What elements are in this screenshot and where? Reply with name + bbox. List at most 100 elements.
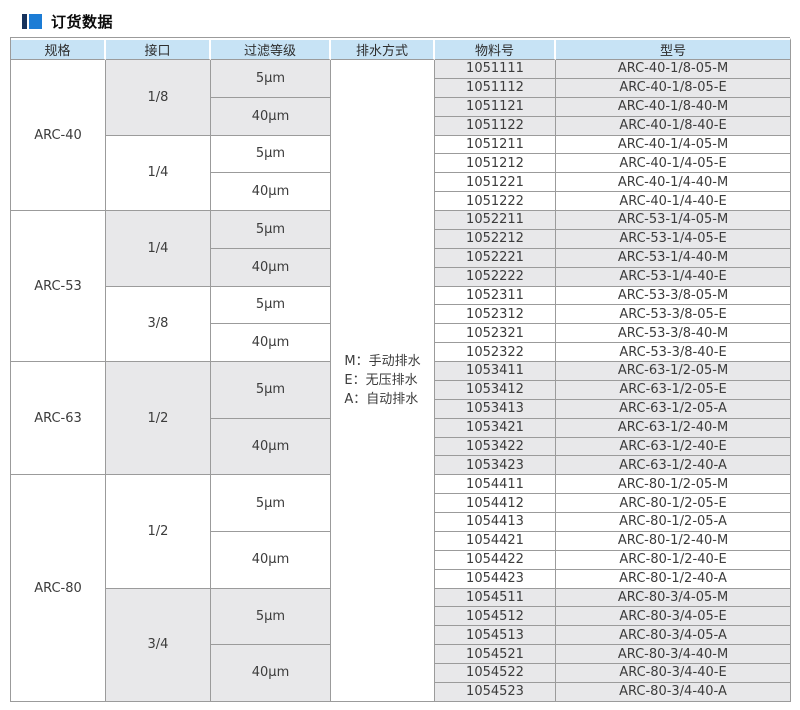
material-no-cell: 1051112 bbox=[435, 78, 556, 98]
model-no-cell: ARC-53-3/8-05-E bbox=[556, 305, 791, 325]
material-no-cell: 1053422 bbox=[435, 437, 556, 457]
model-no-cell: ARC-40-1/4-05-E bbox=[556, 154, 791, 174]
filter-grade-cell: 40μm bbox=[211, 173, 331, 211]
table-row: 1/4 5μm 1051211 ARC-40-1/4-05-M bbox=[11, 135, 791, 211]
table-row: ARC-53 1/4 5μm 1052211 ARC-53-1/4-05-M bbox=[11, 211, 791, 362]
model-no-cell: ARC-40-1/4-40-E bbox=[556, 192, 791, 211]
table-row: 1052322 ARC-53-3/8-40-E bbox=[11, 343, 791, 362]
filter-grade-cell: 5μm bbox=[211, 475, 331, 532]
model-no-cell: ARC-40-1/8-40-E bbox=[556, 116, 791, 136]
table-row: 1054413 ARC-80-1/2-05-A bbox=[11, 513, 791, 532]
model-no-cell: ARC-40-1/4-40-M bbox=[556, 173, 791, 193]
spec-cell: ARC-40 bbox=[11, 60, 106, 211]
table-row: 1054412 ARC-80-1/2-05-E bbox=[11, 494, 791, 513]
model-no-cell: ARC-53-1/4-05-E bbox=[556, 229, 791, 249]
material-no-cell: 1052321 bbox=[435, 324, 556, 344]
table-row: 1054512 ARC-80-3/4-05-E bbox=[11, 607, 791, 627]
material-no-cell: 1054522 bbox=[435, 664, 556, 683]
table-row: 40μm 1054421 ARC-80-1/2-40-M bbox=[11, 531, 791, 589]
filter-grade-cell: 5μm bbox=[211, 362, 331, 419]
model-no-cell: ARC-80-3/4-40-M bbox=[556, 645, 791, 664]
table-row: ARC-40 1/8 5μm M：手动排水 E：无压排水 A：自动排水 1051111 ARC… bbox=[11, 60, 791, 702]
model-no-cell: ARC-40-1/8-05-E bbox=[556, 78, 791, 98]
material-no-cell: 1053412 bbox=[435, 380, 556, 400]
table-header-row: 规格 接口 过滤等级 排水方式 物料号 型号 bbox=[11, 38, 791, 60]
model-no-cell: ARC-80-1/2-05-E bbox=[556, 494, 791, 513]
model-no-cell: ARC-80-1/2-40-E bbox=[556, 550, 791, 570]
filter-grade-cell: 40μm bbox=[211, 418, 331, 476]
material-no-cell: 1053423 bbox=[435, 456, 556, 476]
filter-grade-cell: 5μm bbox=[211, 286, 331, 325]
table-row: 1052222 ARC-53-1/4-40-E bbox=[11, 267, 791, 287]
table-row: 1051222 ARC-40-1/4-40-E bbox=[11, 192, 791, 211]
material-no-cell: 1052211 bbox=[435, 211, 556, 230]
table-row: ARC-63 1/2 5μm 1053411 ARC-63-1/2-05-M bbox=[11, 362, 791, 476]
material-no-cell: 1051212 bbox=[435, 154, 556, 174]
filter-grade-cell: 5μm bbox=[211, 588, 331, 646]
table-row: 3/4 5μm 1054511 ARC-80-3/4-05-M bbox=[11, 588, 791, 702]
material-no-cell: 1053413 bbox=[435, 399, 556, 419]
material-no-cell: 1054412 bbox=[435, 494, 556, 513]
filter-grade-cell: 40μm bbox=[211, 97, 331, 136]
model-no-cell: ARC-40-1/8-05-M bbox=[556, 60, 791, 79]
port-cell: 1/2 bbox=[106, 362, 211, 476]
material-no-cell: 1052221 bbox=[435, 248, 556, 268]
material-no-cell: 1051222 bbox=[435, 192, 556, 211]
model-no-cell: ARC-63-1/2-05-M bbox=[556, 362, 791, 381]
port-cell: 3/4 bbox=[106, 588, 211, 702]
drain-method-cell: M：手动排水 E：无压排水 A：自动排水 bbox=[331, 60, 435, 702]
table-row: 1054522 ARC-80-3/4-40-E bbox=[11, 664, 791, 683]
table-row: 1052312 ARC-53-3/8-05-E bbox=[11, 305, 791, 325]
model-no-cell: ARC-40-1/8-40-M bbox=[556, 97, 791, 117]
port-cell: 1/4 bbox=[106, 135, 211, 211]
col-header-port: 接口 bbox=[106, 38, 211, 60]
model-no-cell: ARC-63-1/2-40-A bbox=[556, 456, 791, 476]
table-row: 40μm 1053421 ARC-63-1/2-40-M bbox=[11, 418, 791, 476]
model-no-cell: ARC-53-3/8-40-M bbox=[556, 324, 791, 344]
table-row: 1051212 ARC-40-1/4-05-E bbox=[11, 154, 791, 174]
port-cell: 1/8 bbox=[106, 60, 211, 136]
col-header-filter-grade: 过滤等级 bbox=[211, 38, 331, 60]
model-no-cell: ARC-80-3/4-05-M bbox=[556, 588, 791, 608]
drain-method-line: M：手动排水 bbox=[344, 353, 421, 369]
table-row: 1052212 ARC-53-1/4-05-E bbox=[11, 229, 791, 249]
material-no-cell: 1054421 bbox=[435, 531, 556, 551]
model-no-cell: ARC-63-1/2-05-A bbox=[556, 399, 791, 419]
spec-cell: ARC-53 bbox=[11, 211, 106, 362]
spec-cell: ARC-63 bbox=[11, 362, 106, 476]
port-cell: 3/8 bbox=[106, 286, 211, 362]
order-data-table-wrap: 规格 接口 过滤等级 排水方式 物料号 型号 ARC-40 1/8 5μm M：手动排… bbox=[10, 37, 791, 702]
table-row: 40μm 1054521 ARC-80-3/4-40-M bbox=[11, 645, 791, 702]
page-title: 订货数据 bbox=[51, 12, 114, 31]
model-no-cell: ARC-80-1/2-40-A bbox=[556, 569, 791, 589]
material-no-cell: 1054511 bbox=[435, 588, 556, 608]
table-row: 1054523 ARC-80-3/4-40-A bbox=[11, 682, 791, 702]
port-cell: 1/2 bbox=[106, 475, 211, 589]
material-no-cell: 1054423 bbox=[435, 569, 556, 589]
table-row: 1053423 ARC-63-1/2-40-A bbox=[11, 456, 791, 476]
model-no-cell: ARC-63-1/2-05-E bbox=[556, 380, 791, 400]
material-no-cell: 1053421 bbox=[435, 418, 556, 438]
drain-method-line: A：自动排水 bbox=[344, 391, 419, 407]
col-header-material-no: 物料号 bbox=[435, 38, 556, 60]
table-row: 1054423 ARC-80-1/2-40-A bbox=[11, 569, 791, 589]
material-no-cell: 1053411 bbox=[435, 362, 556, 381]
model-no-cell: ARC-53-1/4-05-M bbox=[556, 211, 791, 230]
material-no-cell: 1054411 bbox=[435, 475, 556, 495]
material-no-cell: 1051122 bbox=[435, 116, 556, 136]
filter-grade-cell: 40μm bbox=[211, 531, 331, 589]
model-no-cell: ARC-80-3/4-05-E bbox=[556, 607, 791, 627]
filter-grade-cell: 5μm bbox=[211, 60, 331, 98]
filter-grade-cell: 40μm bbox=[211, 324, 331, 362]
material-no-cell: 1054512 bbox=[435, 607, 556, 627]
table-row: ARC-80 1/2 5μm 1054411 ARC-80-1/2-05-M bbox=[11, 475, 791, 702]
model-no-cell: ARC-53-3/8-05-M bbox=[556, 286, 791, 306]
model-no-cell: ARC-80-3/4-40-A bbox=[556, 682, 791, 702]
spec-cell: ARC-80 bbox=[11, 475, 106, 702]
model-no-cell: ARC-40-1/4-05-M bbox=[556, 135, 791, 155]
drain-method-line: E：无压排水 bbox=[344, 372, 418, 388]
order-data-table: 规格 接口 过滤等级 排水方式 物料号 型号 ARC-40 1/8 5μm M：手动排… bbox=[11, 38, 791, 702]
material-no-cell: 1052312 bbox=[435, 305, 556, 325]
table-row: 1053413 ARC-63-1/2-05-A bbox=[11, 399, 791, 419]
model-no-cell: ARC-80-1/2-05-M bbox=[556, 475, 791, 495]
